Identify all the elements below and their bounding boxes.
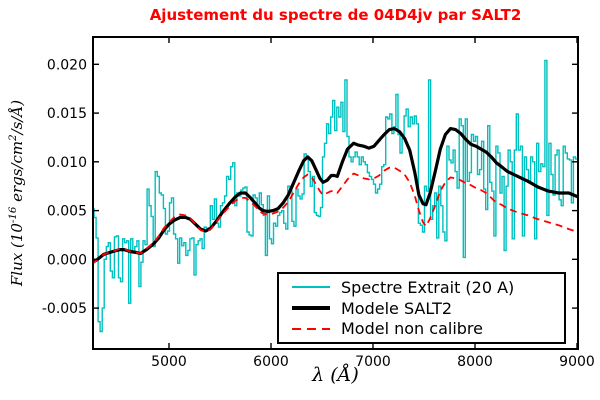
y-tick-label: 0.000 (47, 252, 87, 268)
legend-item-model-non-calibre: Model non calibre (279, 318, 564, 339)
legend: Spectre Extrait (20 A) Modele SALT2 Mode… (277, 272, 566, 344)
x-tick-label: 8000 (457, 354, 493, 370)
legend-item-spectre-extrait: Spectre Extrait (20 A) (279, 277, 564, 298)
legend-line-sample-black (292, 306, 330, 310)
y-tick-label: 0.005 (47, 204, 87, 220)
y-label-prefix: Flux (10 (8, 223, 26, 287)
y-tick-label: 0.010 (47, 155, 87, 171)
axes-frame (92, 36, 579, 350)
y-label-exponent2: 2 (8, 134, 19, 141)
legend-line-sample-red-dashed (292, 327, 330, 330)
x-tick-label: 6000 (253, 354, 289, 370)
y-tick-label: -0.005 (42, 301, 87, 317)
x-tick-label: 5000 (151, 354, 187, 370)
y-tick-label: 0.020 (47, 57, 87, 73)
chart-title: Ajustement du spectre de 04D4jv par SALT… (149, 6, 522, 24)
y-label-exponent: -16 (8, 206, 19, 224)
series-modele-salt2 (93, 127, 578, 264)
x-tick-label: 7000 (355, 354, 391, 370)
y-label-units: ergs/cm (8, 140, 26, 207)
y-axis-label: Flux (10-16 ergs/cm2/s/Å) (8, 37, 26, 349)
y-label-suffix: /s/Å) (8, 99, 26, 135)
x-axis-label: λ (Å) (312, 364, 359, 386)
x-tick-label: 9000 (559, 354, 595, 370)
legend-item-modele-salt2: Modele SALT2 (279, 298, 564, 319)
legend-label: Model non calibre (341, 319, 483, 339)
y-tick-label: 0.015 (47, 106, 87, 122)
legend-label: Modele SALT2 (341, 298, 453, 318)
legend-label: Spectre Extrait (20 A) (341, 277, 515, 297)
legend-line-sample-cyan (292, 286, 330, 289)
